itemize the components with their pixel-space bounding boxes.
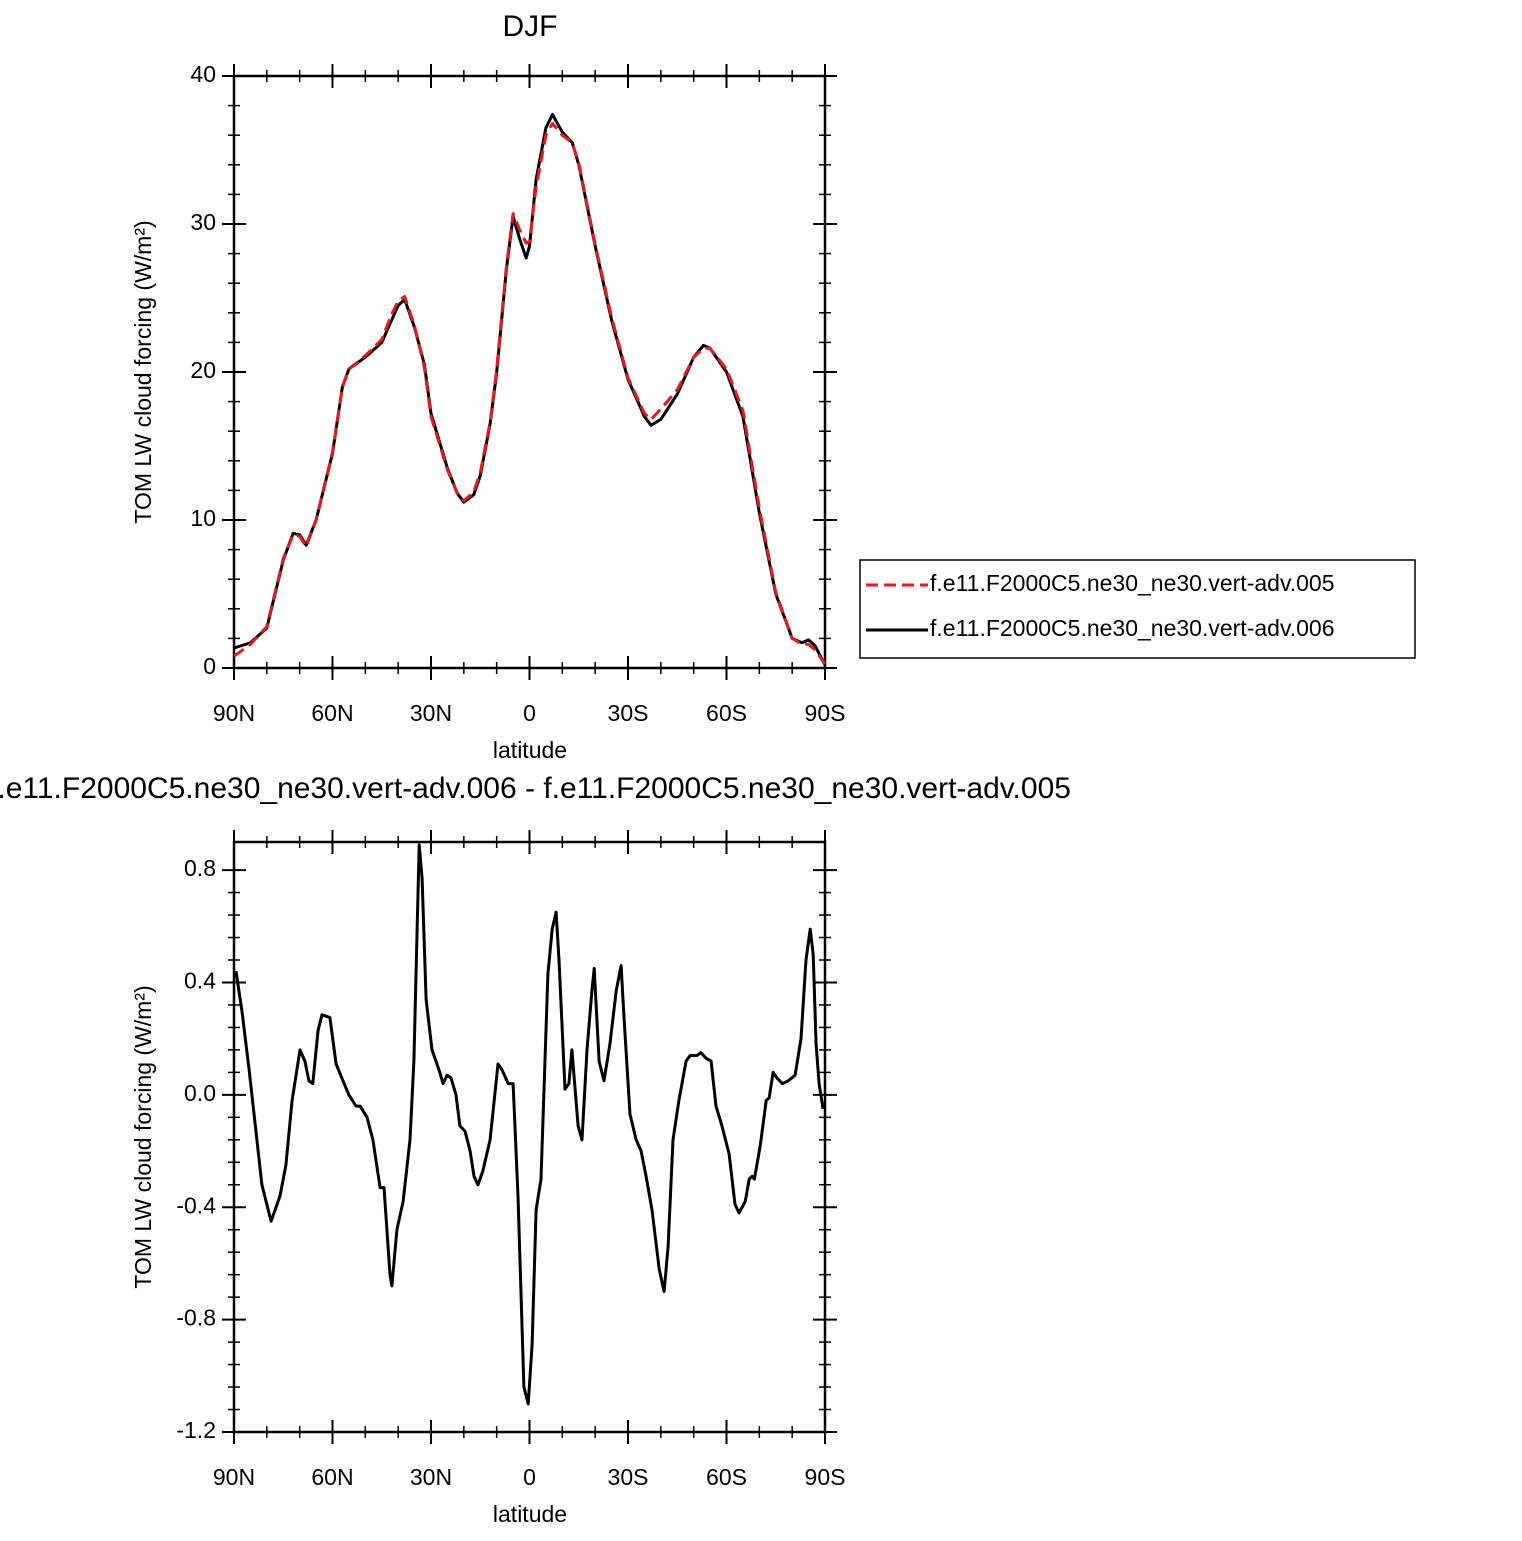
y-tick-label: 20 (190, 357, 216, 383)
x-tick-label: 60N (311, 1464, 353, 1490)
series-line (233, 113, 827, 666)
x-tick-label: 90S (805, 700, 846, 726)
series-line (233, 121, 827, 665)
y-tick-label: -0.8 (176, 1305, 216, 1331)
series-line (234, 843, 825, 1406)
x-tick-label: 30S (608, 1464, 649, 1490)
x-tick-label: 60N (311, 700, 353, 726)
y-tick-label: -0.4 (176, 1192, 216, 1218)
legend-label: f.e11.F2000C5.ne30_ne30.vert-adv.005 (930, 570, 1335, 596)
legend-label: f.e11.F2000C5.ne30_ne30.vert-adv.006 (930, 615, 1335, 641)
x-axis-label: latitude (493, 737, 567, 763)
x-tick-label: 90S (805, 1464, 846, 1490)
x-tick-label: 90N (213, 700, 255, 726)
chart-title: f.e11.F2000C5.ne30_ne30.vert-adv.006 - f… (0, 772, 1071, 805)
y-axis-label: TOM LW cloud forcing (W/m²) (130, 220, 156, 523)
x-axis-label: latitude (493, 1501, 567, 1527)
x-tick-label: 30S (608, 700, 649, 726)
y-tick-label: 0.0 (184, 1080, 216, 1106)
legend-box (859, 559, 1416, 659)
x-tick-label: 60S (706, 1464, 747, 1490)
y-tick-label: 0 (203, 653, 216, 679)
y-axis-label: TOM LW cloud forcing (W/m²) (130, 985, 156, 1288)
x-tick-label: 30N (410, 700, 452, 726)
x-tick-label: 90N (213, 1464, 255, 1490)
y-tick-label: 40 (190, 61, 216, 87)
y-tick-label: 0.8 (184, 855, 216, 881)
x-tick-label: 30N (410, 1464, 452, 1490)
y-tick-label: 30 (190, 209, 216, 235)
plot-frame (232, 840, 827, 1434)
plot-frame (232, 74, 827, 670)
chart-title: DJF (503, 10, 558, 43)
y-tick-label: -1.2 (176, 1417, 216, 1443)
x-tick-label: 0 (523, 1464, 536, 1490)
x-tick-label: 60S (706, 700, 747, 726)
x-tick-label: 0 (523, 700, 536, 726)
y-tick-label: 10 (190, 505, 216, 531)
y-tick-label: 0.4 (184, 968, 216, 994)
